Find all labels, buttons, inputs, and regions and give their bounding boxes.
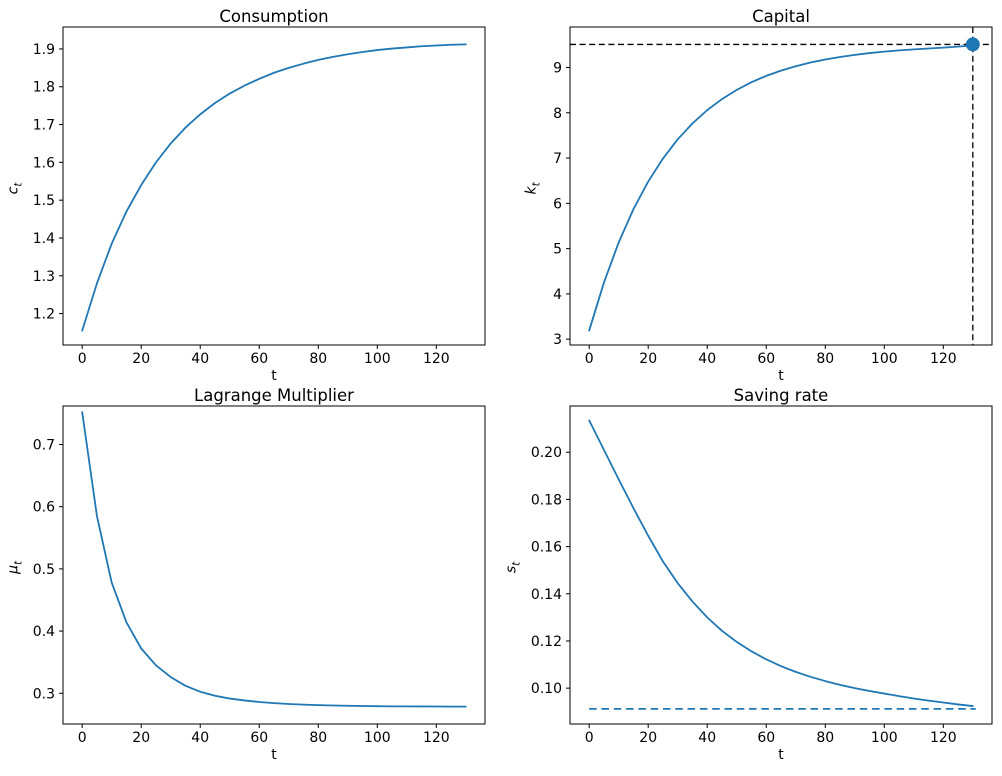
subplot-title-consumption: Consumption bbox=[219, 7, 329, 26]
capital-path bbox=[588, 44, 974, 332]
tick-label: 0.10 bbox=[531, 681, 562, 697]
tick-label: 120 bbox=[423, 351, 450, 367]
tick-label: 9 bbox=[553, 61, 562, 77]
tick-label: 80 bbox=[816, 730, 834, 746]
tick-label: 80 bbox=[309, 730, 327, 746]
tick-label: 1.7 bbox=[33, 118, 55, 134]
tick-label: 60 bbox=[250, 351, 268, 367]
subplot-title-saving-rate: Saving rate bbox=[733, 386, 829, 405]
tick-label: 100 bbox=[871, 351, 898, 367]
tick-label: 0.3 bbox=[33, 686, 55, 702]
tick-label: 100 bbox=[871, 730, 898, 746]
subplot-title-capital: Capital bbox=[752, 7, 810, 26]
y-axis-label-kt: kt bbox=[523, 182, 543, 195]
tick-label: 3 bbox=[553, 332, 562, 348]
x-axis-label: t bbox=[778, 747, 784, 763]
tick-label: 20 bbox=[132, 730, 150, 746]
plot-frame bbox=[569, 26, 993, 346]
tick-label: 1.2 bbox=[33, 307, 55, 323]
tick-label: 120 bbox=[423, 730, 450, 746]
tick-label: 8 bbox=[553, 106, 562, 122]
tick-label: 5 bbox=[553, 242, 562, 258]
tick-label: 100 bbox=[364, 351, 391, 367]
tick-label: 120 bbox=[930, 730, 957, 746]
saving-rate-path bbox=[588, 419, 974, 707]
tick-label: 4 bbox=[553, 287, 562, 303]
tick-label: 1.5 bbox=[33, 193, 55, 209]
tick-label: 0.20 bbox=[531, 445, 562, 461]
tick-label: 80 bbox=[816, 351, 834, 367]
tick-label: 7 bbox=[553, 151, 562, 167]
tick-label: 0.4 bbox=[33, 624, 55, 640]
tick-label: 0 bbox=[585, 351, 594, 367]
plot-frame bbox=[62, 26, 486, 346]
tick-label: 0.12 bbox=[531, 634, 562, 650]
tick-label: 0 bbox=[585, 730, 594, 746]
x-axis-label: t bbox=[271, 747, 277, 763]
y-axis-label-ct: ct bbox=[5, 182, 25, 195]
plot-frame bbox=[62, 405, 486, 725]
y-axis-label-st: st bbox=[503, 561, 523, 574]
plot-frame bbox=[569, 405, 993, 725]
tick-label: 60 bbox=[757, 351, 775, 367]
tick-label: 20 bbox=[639, 730, 657, 746]
terminal-capital-point bbox=[965, 37, 980, 52]
tick-label: 0 bbox=[78, 730, 87, 746]
tick-label: 0.18 bbox=[531, 492, 562, 508]
tick-label: 0.7 bbox=[33, 437, 55, 453]
tick-label: 80 bbox=[309, 351, 327, 367]
tick-label: 1.8 bbox=[33, 80, 55, 96]
tick-label: 1.3 bbox=[33, 269, 55, 285]
tick-label: 0.6 bbox=[33, 500, 55, 516]
tick-label: 0.5 bbox=[33, 562, 55, 578]
tick-label: 0 bbox=[78, 351, 87, 367]
y-axis-label-mut: μt bbox=[5, 560, 25, 574]
tick-label: 20 bbox=[639, 351, 657, 367]
subplot-title-lagrange-multiplier: Lagrange Multiplier bbox=[194, 386, 354, 405]
tick-label: 120 bbox=[930, 351, 957, 367]
tick-label: 20 bbox=[132, 351, 150, 367]
x-axis-label: t bbox=[778, 368, 784, 384]
tick-label: 1.6 bbox=[33, 155, 55, 171]
x-axis-label: t bbox=[271, 368, 277, 384]
consumption-path bbox=[81, 43, 467, 332]
tick-label: 1.9 bbox=[33, 42, 55, 58]
tick-label: 40 bbox=[698, 730, 716, 746]
lagrange-multiplier-path bbox=[81, 411, 467, 708]
tick-label: 100 bbox=[364, 730, 391, 746]
tick-label: 60 bbox=[250, 730, 268, 746]
tick-label: 6 bbox=[553, 196, 562, 212]
tick-label: 60 bbox=[757, 730, 775, 746]
tick-label: 40 bbox=[191, 730, 209, 746]
tick-label: 40 bbox=[191, 351, 209, 367]
tick-label: 0.16 bbox=[531, 540, 562, 556]
tick-label: 1.4 bbox=[33, 231, 55, 247]
tick-label: 40 bbox=[698, 351, 716, 367]
tick-label: 0.14 bbox=[531, 587, 562, 603]
